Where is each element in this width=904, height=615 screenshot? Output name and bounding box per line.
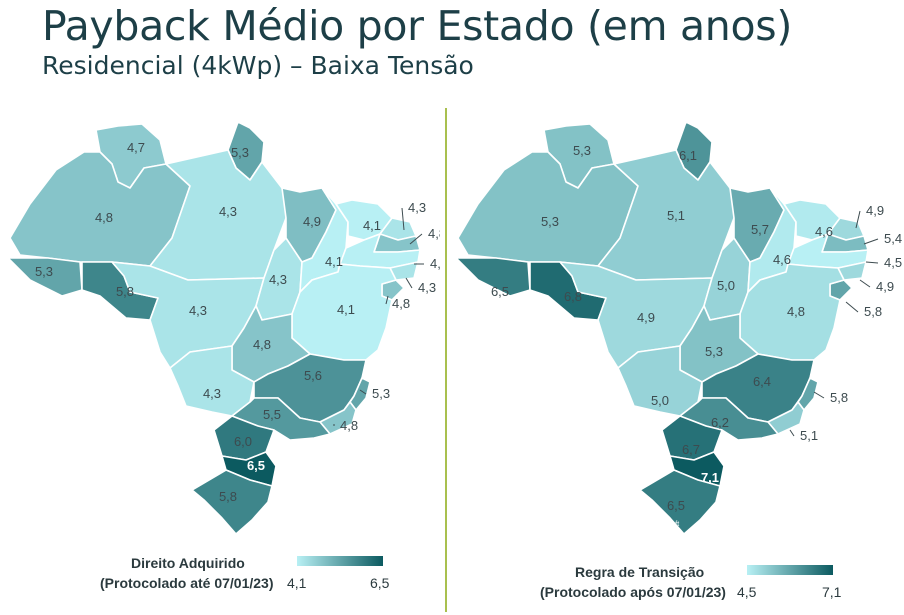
- map-states-group: 4,7 5,34,8 4,35,35,84,34,34,94,14,14,14,84…: [7, 121, 440, 535]
- state-label-ms: 4,3: [203, 386, 221, 401]
- credit-line1: Microsoft: [650, 521, 680, 528]
- state-label-ac: 5,3: [35, 264, 53, 279]
- state-label-sc: 6,5: [247, 458, 265, 473]
- map-divider: [445, 108, 447, 612]
- legend-left-min: 4,1: [287, 575, 307, 591]
- map-direito-adquirido: 4,7 5,34,8 4,35,35,84,34,34,94,14,14,14,84…: [7, 121, 440, 535]
- state-label-rn: 4,3: [408, 200, 426, 215]
- page-subtitle: Residencial (4kWp) – Baixa Tensão: [42, 51, 474, 80]
- legend-left-title: Direito Adquirido: [131, 555, 245, 571]
- state-label-al: 4,3: [418, 280, 436, 295]
- state-label-ac: 6,5: [491, 284, 509, 299]
- leader-line-es: [359, 389, 367, 395]
- state-label-pr: 6,7: [682, 442, 700, 457]
- leader-line-pe: [865, 261, 879, 264]
- state-label-al: 4,9: [876, 279, 894, 294]
- state-label-rs: 6,5: [667, 498, 685, 513]
- legend-right-min: 4,5: [737, 584, 757, 600]
- credit-line3: OpenStreetMap: [640, 537, 690, 544]
- leader-line-rn: [855, 210, 861, 229]
- state-label-pi: 4,1: [325, 254, 343, 269]
- state-label-mg: 6,4: [753, 374, 771, 389]
- leader-line-pb: [863, 238, 879, 245]
- state-label-mg: 5,6: [304, 368, 322, 383]
- state-label-sp: 5,5: [263, 407, 281, 422]
- state-label-ap: 5,3: [231, 145, 249, 160]
- state-label-rr: 4,7: [127, 140, 145, 155]
- state-label-ba: 4,1: [337, 302, 355, 317]
- state-label-rs: 5,8: [219, 489, 237, 504]
- state-label-ma: 5,7: [751, 222, 769, 237]
- state-label-rj: 5,1: [800, 428, 818, 443]
- legend-right-gradient: [747, 565, 833, 575]
- state-label-pa: 4,3: [219, 204, 237, 219]
- state-label-es: 5,3: [372, 386, 390, 401]
- state-label-pe: 4,5: [884, 255, 902, 270]
- state-label-pb: 5,4: [884, 231, 902, 246]
- state-label-to: 5,0: [717, 278, 735, 293]
- map-credit: Microsoft Bing OpenStreetMap: [640, 521, 690, 545]
- state-label-am: 4,8: [95, 210, 113, 225]
- state-label-ro: 6,8: [564, 289, 582, 304]
- state-label-ma: 4,9: [303, 214, 321, 229]
- state-label-pa: 5,1: [667, 208, 685, 223]
- legend-right-subtitle: (Protocolado após 07/01/23): [540, 584, 726, 600]
- leader-line-es: [813, 391, 825, 399]
- legend-right-title: Regra de Transição: [575, 564, 705, 580]
- state-rs[interactable]: [191, 469, 273, 535]
- state-label-ba: 4,8: [787, 304, 805, 319]
- state-label-se: 4,8: [392, 296, 410, 311]
- map-regra-transicao: 5,3 6,1 5,3 5,1 6,5 6,8 4,9 5,0 5,7 4,6 4,6 4,8 5,3 5…: [455, 121, 902, 535]
- leader-line-rn: [401, 207, 405, 231]
- legend-left-gradient: [297, 556, 383, 566]
- state-label-se: 5,8: [864, 304, 882, 319]
- state-label-rn: 4,9: [866, 203, 884, 218]
- state-label-pi: 4,6: [773, 252, 791, 267]
- state-label-ap: 6,1: [679, 148, 697, 163]
- leader-line-pb: [409, 233, 423, 245]
- state-label-go: 4,8: [253, 337, 271, 352]
- leader-line-rj: [789, 429, 795, 437]
- state-label-sp: 6,2: [711, 415, 729, 430]
- leader-line-se: [385, 295, 389, 305]
- state-label-ce: 4,1: [363, 218, 381, 233]
- state-label-pb: 4,8: [428, 226, 440, 241]
- state-label-mt: 4,3: [189, 303, 207, 318]
- legend-left-subtitle: (Protocolado até 07/01/23): [100, 575, 274, 591]
- state-label-pe: 4,1: [430, 256, 440, 271]
- state-label-rj: 4,8: [340, 418, 358, 433]
- state-label-ce: 4,6: [815, 224, 833, 239]
- legend-left-max: 6,5: [370, 575, 390, 591]
- state-rs[interactable]: [639, 469, 721, 535]
- state-label-es: 5,8: [830, 390, 848, 405]
- leader-line-al: [859, 279, 871, 288]
- leader-line-al: [405, 277, 413, 289]
- state-label-ms: 5,0: [651, 393, 669, 408]
- state-label-go: 5,3: [705, 344, 723, 359]
- state-label-rr: 5,3: [573, 143, 591, 158]
- leader-line-se: [845, 301, 859, 313]
- state-label-to: 4,3: [269, 272, 287, 287]
- credit-line2: Bing: [657, 529, 672, 536]
- legend-right-max: 7,1: [822, 584, 842, 600]
- page-title: Payback Médio por Estado (em anos): [42, 2, 793, 50]
- state-label-am: 5,3: [541, 214, 559, 229]
- state-label-pr: 6,0: [234, 434, 252, 449]
- state-label-mt: 4,9: [637, 310, 655, 325]
- state-label-ro: 5,8: [116, 284, 134, 299]
- map-states-group: 5,3 6,1 5,3 5,1 6,5 6,8 4,9 5,0 5,7 4,6 4,6 4,8 5,3 5…: [455, 121, 902, 535]
- state-label-sc: 7,1: [701, 470, 719, 485]
